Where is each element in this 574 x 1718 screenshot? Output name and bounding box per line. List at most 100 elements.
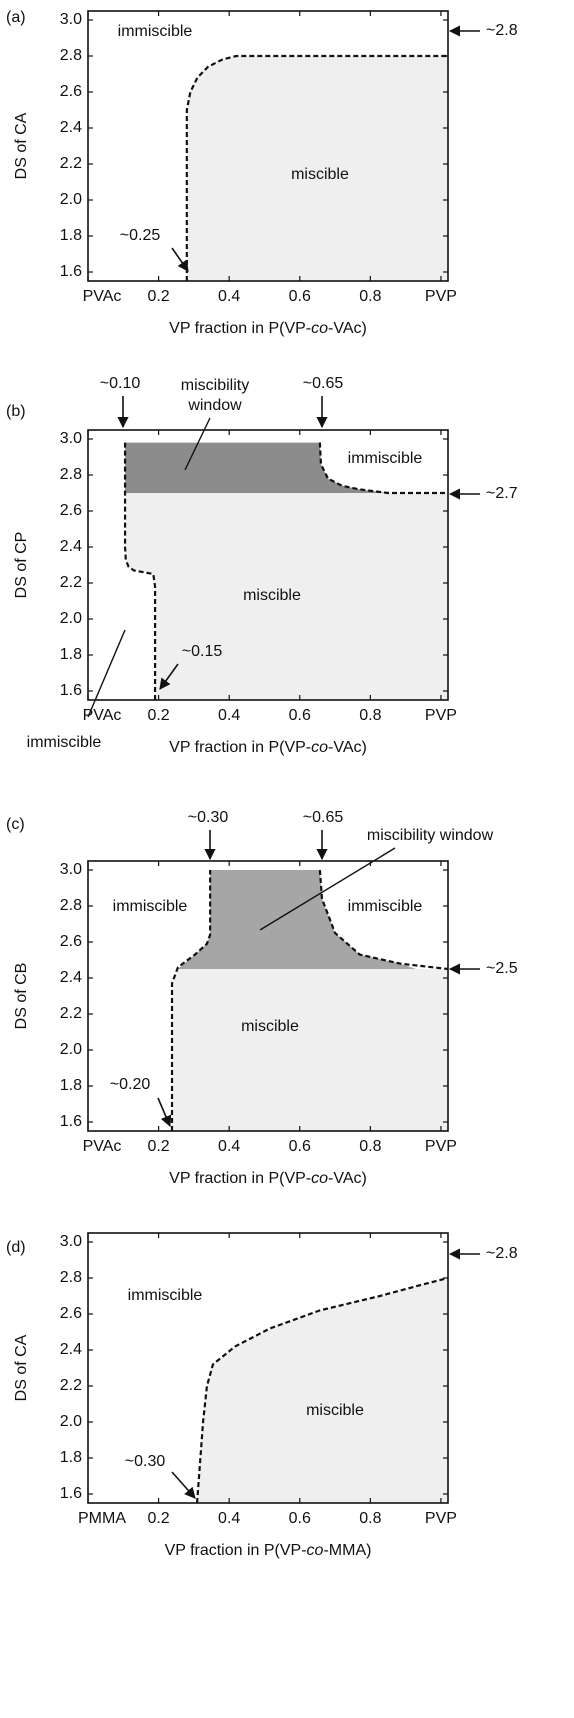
label-pointer <box>259 847 396 931</box>
x-tick-label: 0.4 <box>218 1510 240 1527</box>
x-axis-label: VP fraction in P(VP-co-VAc) <box>169 320 367 337</box>
region-label: window <box>187 397 242 414</box>
region <box>177 870 417 969</box>
annotation: ~0.25 <box>120 227 161 244</box>
phase-boundary <box>185 54 448 281</box>
x-axis-label-part: co <box>307 1542 324 1559</box>
x-tick-label: PVAc <box>83 288 122 305</box>
y-tick-label: 1.6 <box>60 1485 82 1502</box>
region-label: immiscible <box>27 734 102 751</box>
x-tick-label: 0.8 <box>359 288 381 305</box>
region <box>197 1278 448 1503</box>
region-label: miscibility <box>181 377 249 394</box>
x-axis-label-part: -VAc) <box>328 320 367 337</box>
x-axis-label-part: VP fraction in P(VP- <box>169 739 311 756</box>
x-tick-label: 0.6 <box>289 1138 311 1155</box>
y-tick-label: 2.2 <box>60 155 82 172</box>
x-tick-label: 0.8 <box>359 1510 381 1527</box>
y-axis-label: DS of CA <box>13 112 30 179</box>
x-tick-label: 0.8 <box>359 1138 381 1155</box>
annotation-arrow <box>159 663 179 690</box>
x-tick-label: PVP <box>425 707 457 724</box>
y-tick-label: 3.0 <box>60 861 82 878</box>
x-tick-label: 0.8 <box>359 707 381 724</box>
x-tick-label: 0.6 <box>289 1510 311 1527</box>
x-tick-label: 0.6 <box>289 288 311 305</box>
region-label: immiscible <box>348 898 423 915</box>
y-tick-label: 2.6 <box>60 1305 82 1322</box>
y-tick-label: 2.8 <box>60 466 82 483</box>
annotation: ~0.65 <box>303 809 344 826</box>
label-pointer <box>184 417 211 471</box>
panel-label: (b) <box>6 403 26 420</box>
phase-boundary <box>318 442 448 495</box>
plot-frame <box>87 860 449 1132</box>
y-tick-label: 2.2 <box>60 1005 82 1022</box>
phase-boundary <box>123 442 157 700</box>
x-axis-label-part: -VAc) <box>328 739 367 756</box>
phase-boundary <box>318 869 449 971</box>
annotation: ~0.65 <box>303 375 344 392</box>
y-tick-label: 2.4 <box>60 538 82 555</box>
region <box>186 56 448 281</box>
annotation: ~0.10 <box>100 375 141 392</box>
region <box>125 493 448 700</box>
region-label: miscible <box>241 1018 299 1035</box>
y-tick-label: 1.8 <box>60 646 82 663</box>
x-tick-label: 0.4 <box>218 1138 240 1155</box>
y-tick-label: 2.8 <box>60 47 82 64</box>
y-tick-label: 2.0 <box>60 610 82 627</box>
panel-label: (a) <box>6 9 26 26</box>
region-label: immiscible <box>118 23 193 40</box>
annotation: ~0.30 <box>125 1453 166 1470</box>
plot-frame <box>87 10 449 282</box>
x-tick-label: PVAc <box>83 707 122 724</box>
annotation: ~2.8 <box>486 22 518 39</box>
x-axis-label-part: -MMA) <box>323 1542 371 1559</box>
annotation-arrow <box>171 1471 196 1499</box>
annotation: ~2.7 <box>486 485 518 502</box>
label-pointer <box>87 629 126 718</box>
annotation: ~0.30 <box>188 809 229 826</box>
y-tick-label: 1.6 <box>60 263 82 280</box>
region <box>172 969 448 1131</box>
region-label: miscible <box>291 166 349 183</box>
phase-boundary <box>170 870 212 1131</box>
x-axis-label-part: co <box>311 739 328 756</box>
y-tick-label: 3.0 <box>60 11 82 28</box>
x-axis-label-part: VP fraction in P(VP- <box>169 320 311 337</box>
x-tick-label: PVP <box>425 288 457 305</box>
annotation: ~2.5 <box>486 960 518 977</box>
y-tick-label: 2.2 <box>60 574 82 591</box>
y-tick-label: 2.6 <box>60 933 82 950</box>
y-tick-label: 2.6 <box>60 502 82 519</box>
panel-label: (c) <box>6 816 25 833</box>
x-axis-label-part: -VAc) <box>328 1170 367 1187</box>
x-tick-label: PVAc <box>83 1138 122 1155</box>
x-axis-label: VP fraction in P(VP-co-VAc) <box>169 1170 367 1187</box>
y-tick-label: 2.2 <box>60 1377 82 1394</box>
y-tick-label: 2.0 <box>60 1041 82 1058</box>
x-tick-label: 0.2 <box>147 1138 169 1155</box>
plot-frame <box>87 429 449 701</box>
annotation: ~0.20 <box>110 1076 151 1093</box>
y-tick-label: 1.6 <box>60 1113 82 1130</box>
phase-boundary <box>195 1276 449 1504</box>
x-axis-label-part: co <box>311 320 328 337</box>
y-tick-label: 1.8 <box>60 1077 82 1094</box>
x-tick-label: PMMA <box>78 1510 126 1527</box>
region <box>125 442 388 493</box>
plot-frame <box>87 1232 449 1504</box>
annotation-arrow <box>157 1097 172 1128</box>
panel-label: (d) <box>6 1239 26 1256</box>
y-axis-label: DS of CP <box>13 532 30 599</box>
annotation: ~0.15 <box>182 643 223 660</box>
x-axis-label: VP fraction in P(VP-co-MMA) <box>165 1542 372 1559</box>
region-label: immiscible <box>113 898 188 915</box>
y-tick-label: 2.0 <box>60 191 82 208</box>
y-tick-label: 2.8 <box>60 897 82 914</box>
x-axis-label-part: co <box>311 1170 328 1187</box>
annotation-arrow <box>171 247 189 272</box>
x-tick-label: 0.2 <box>147 288 169 305</box>
